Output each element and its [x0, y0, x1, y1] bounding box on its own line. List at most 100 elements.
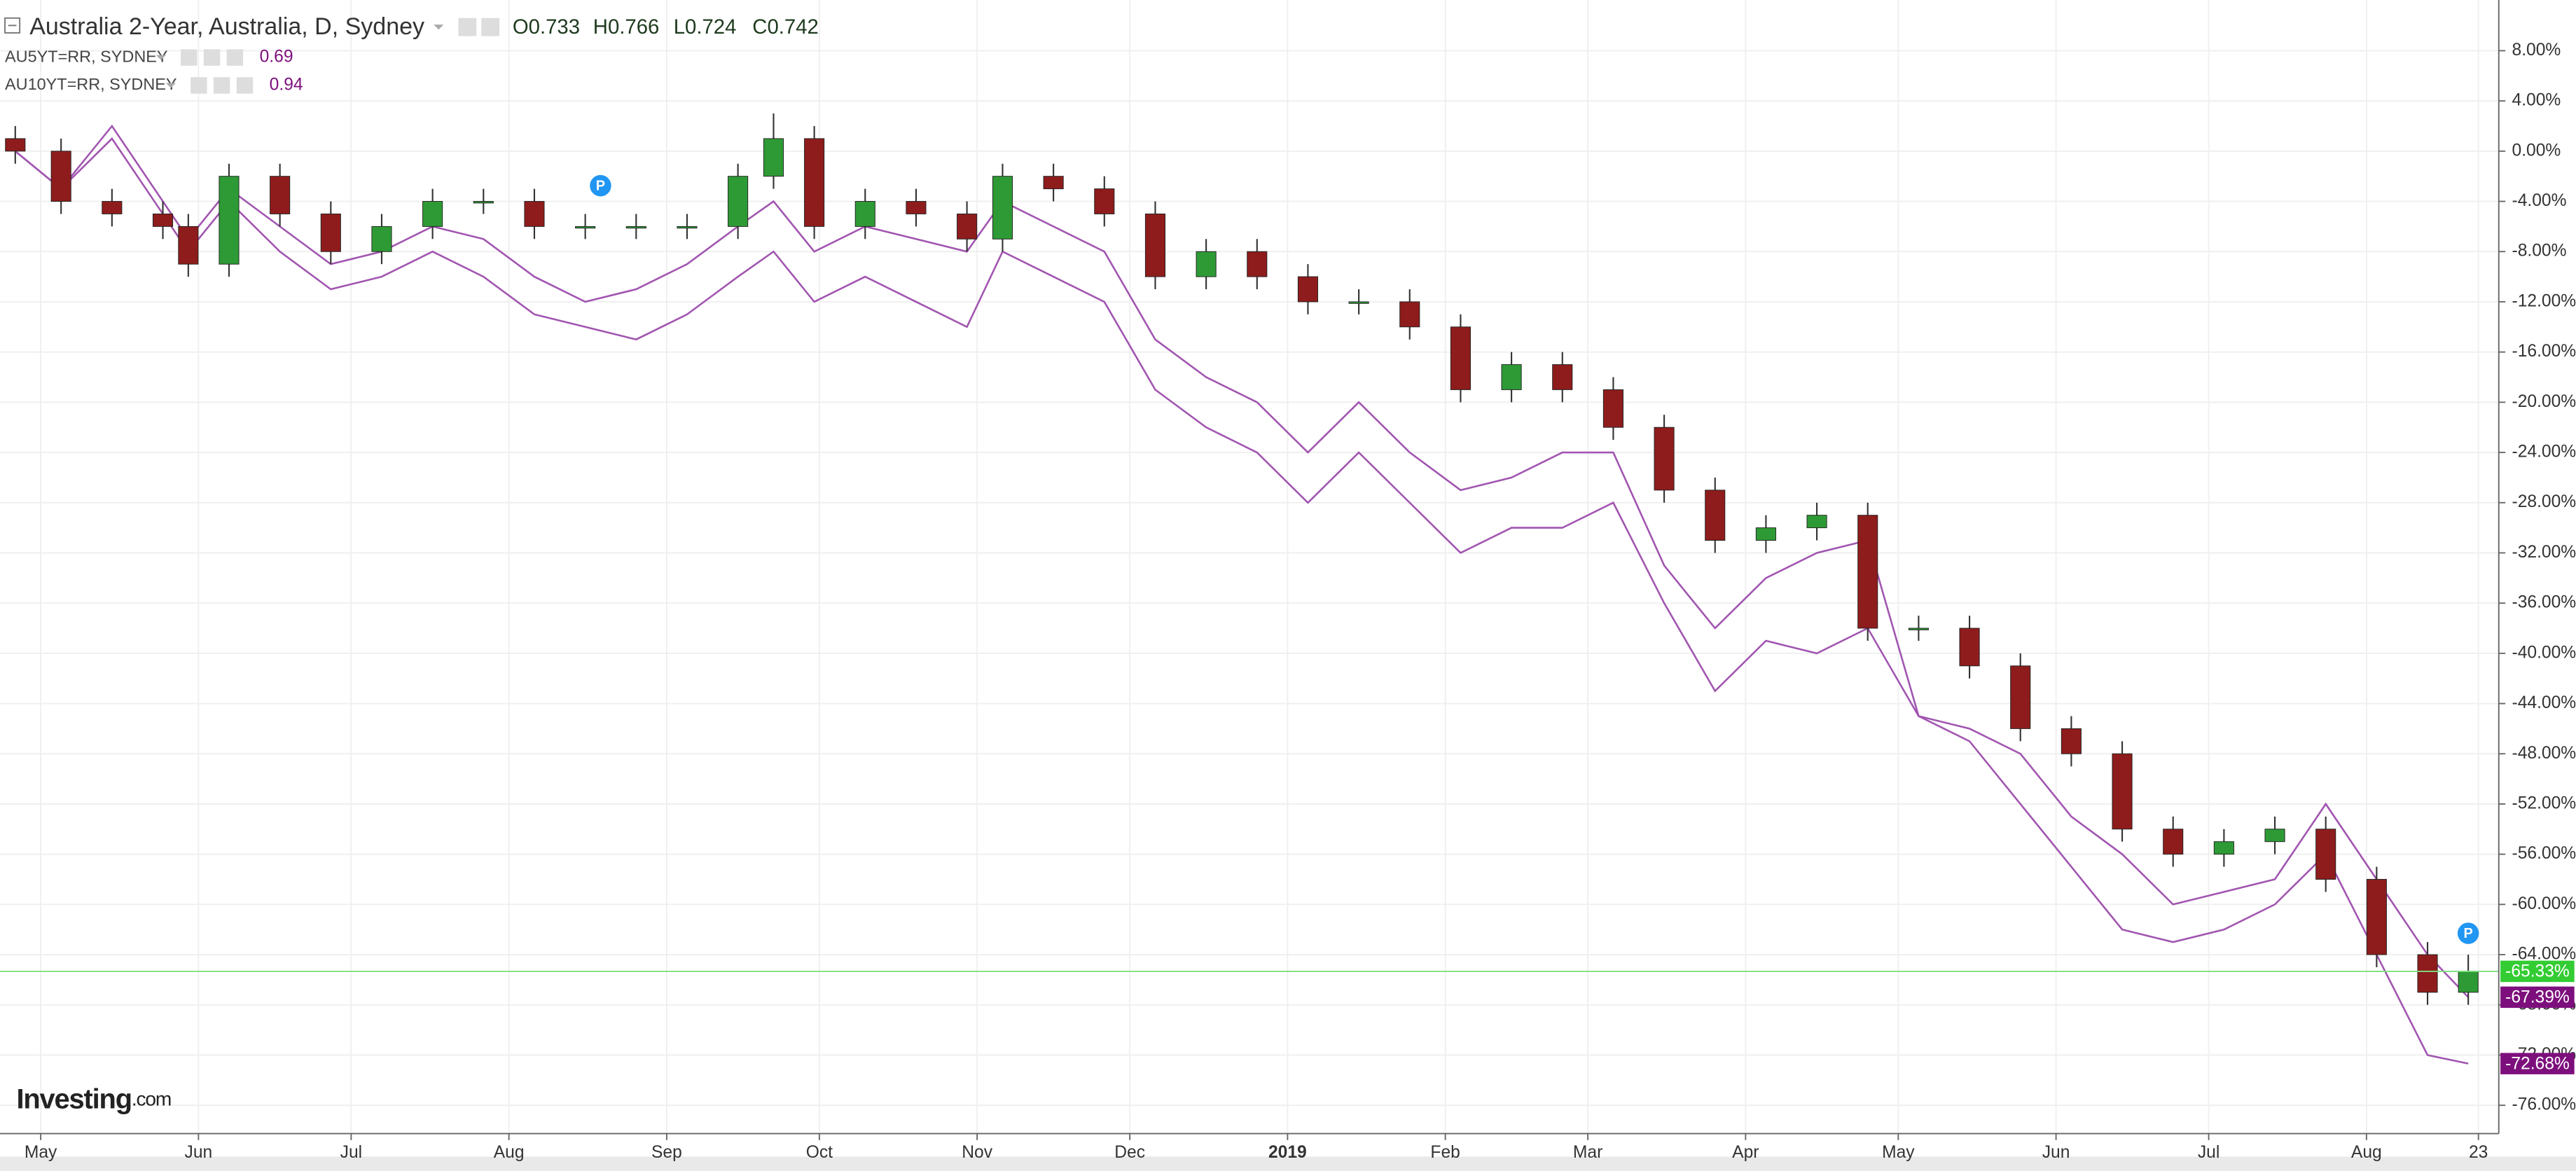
x-tick-label: Feb	[1430, 1143, 1460, 1162]
candle-body	[2112, 753, 2133, 830]
candle-body	[1196, 251, 1217, 277]
candle-body	[2010, 665, 2031, 729]
settings-button[interactable]	[191, 77, 207, 94]
x-tick-label: May	[25, 1143, 57, 1162]
candle-body	[1399, 301, 1420, 328]
y-tick-label: -24.00%	[2512, 443, 2576, 462]
y-tick-label: -4.00%	[2512, 191, 2567, 210]
settings-button[interactable]	[181, 49, 198, 66]
collapse-button[interactable]	[4, 17, 21, 34]
candle-body	[804, 138, 825, 227]
dropdown-icon[interactable]	[165, 83, 176, 88]
candle-body	[1806, 515, 1827, 529]
ohlc-close: C0.742	[752, 15, 819, 39]
ohlc-open: O0.733	[513, 15, 580, 39]
ohlc-high: H0.766	[593, 15, 660, 39]
candle-body	[1552, 364, 1573, 390]
legend-quote: 0.69	[260, 48, 293, 67]
candle-body	[219, 176, 240, 265]
candle-body	[50, 151, 71, 202]
candle-body	[524, 201, 545, 227]
candle-body	[422, 201, 443, 227]
logo: Investing.com	[16, 1083, 171, 1114]
candle-body	[2315, 829, 2336, 880]
candle-body	[2458, 971, 2479, 993]
legend-quote: 0.94	[270, 75, 303, 94]
candle-body	[1755, 527, 1776, 541]
last-value-box	[2500, 1053, 2575, 1074]
candle-body	[270, 176, 291, 214]
settings-button[interactable]	[458, 18, 477, 36]
series-line	[14, 124, 2470, 998]
axes: 8.00% 4.00% 0.00% -4.00% -8.00% -12.00% -16.00…	[25, 41, 2576, 1162]
y-tick-label: 0.00%	[2512, 141, 2561, 160]
y-tick-label: -32.00%	[2512, 543, 2576, 562]
settings-button[interactable]	[481, 18, 500, 36]
y-tick-label: -40.00%	[2512, 643, 2576, 662]
y-tick-label: -52.00%	[2512, 794, 2576, 812]
candle-body	[1857, 515, 1878, 629]
candle-body	[2417, 954, 2438, 993]
candle-body	[1297, 276, 1318, 303]
candle-body	[906, 201, 927, 214]
close-button[interactable]	[236, 77, 254, 94]
y-tick-label: 8.00%	[2512, 41, 2561, 60]
candle-body	[854, 201, 875, 227]
settings-button[interactable]	[203, 49, 221, 66]
x-tick-label: Aug	[494, 1143, 525, 1162]
last-value-label: -67.39%	[2505, 988, 2570, 1007]
y-tick-label: -12.00%	[2512, 291, 2576, 310]
legend-entry: AU5YT=RR, SYDNEY	[5, 47, 168, 65]
candle-body	[2366, 879, 2387, 955]
x-tick-label: Jul	[340, 1143, 362, 1162]
y-tick-label: -16.00%	[2512, 342, 2576, 361]
x-tick-label: Dec	[1114, 1143, 1145, 1162]
candle-body	[575, 226, 596, 229]
candle-body	[371, 226, 392, 252]
candle-body	[5, 138, 26, 152]
series-line	[14, 137, 2469, 1065]
last-value-box	[2500, 986, 2575, 1009]
candle-body	[1043, 176, 1064, 190]
logo-suffix: .com	[132, 1088, 171, 1110]
candle-body	[992, 176, 1013, 240]
last-value-box	[2500, 960, 2575, 983]
candle-body	[1450, 326, 1471, 390]
x-tick-label: Sep	[651, 1143, 682, 1162]
y-tick-label: -20.00%	[2512, 392, 2576, 411]
candle-body	[2213, 841, 2234, 855]
bottom-strip	[0, 1156, 2576, 1171]
x-tick-label: May	[1882, 1143, 1915, 1162]
candle-body	[1348, 301, 1369, 304]
dropdown-icon[interactable]	[155, 55, 166, 60]
candle-body	[178, 226, 199, 265]
x-tick-label: Nov	[962, 1143, 992, 1162]
y-tick-label: 4.00%	[2512, 91, 2561, 110]
y-tick-label: -8.00%	[2512, 242, 2567, 261]
candle-body	[625, 226, 646, 229]
candle-body	[473, 201, 494, 204]
candle-body	[1654, 427, 1675, 491]
last-value-label: -65.33%	[2505, 962, 2570, 981]
last-value-label: -72.68%	[2505, 1054, 2570, 1073]
candle-body	[1705, 490, 1726, 541]
x-tick-label: Oct	[806, 1143, 833, 1162]
x-tick-label: Jun	[185, 1143, 213, 1162]
close-button[interactable]	[226, 49, 244, 66]
candle-body	[763, 138, 784, 177]
candle-body	[2264, 829, 2285, 843]
y-tick-label: -64.00%	[2512, 945, 2576, 964]
candle-body	[1959, 628, 1980, 667]
settings-button[interactable]	[213, 77, 230, 94]
candle-body	[320, 213, 341, 252]
x-tick-label: Jun	[2042, 1143, 2070, 1162]
dropdown-icon[interactable]	[434, 25, 444, 30]
ohlc: O0.733 H0.766 L0.724 C0.742	[513, 15, 819, 39]
candle-body	[1501, 364, 1522, 390]
plot: PP	[0, 113, 2499, 1065]
candle-body	[1094, 188, 1115, 214]
y-tick-label: -48.00%	[2512, 744, 2576, 763]
ohlc-low: L0.724	[674, 15, 737, 39]
x-tick-label: 23	[2469, 1143, 2488, 1162]
